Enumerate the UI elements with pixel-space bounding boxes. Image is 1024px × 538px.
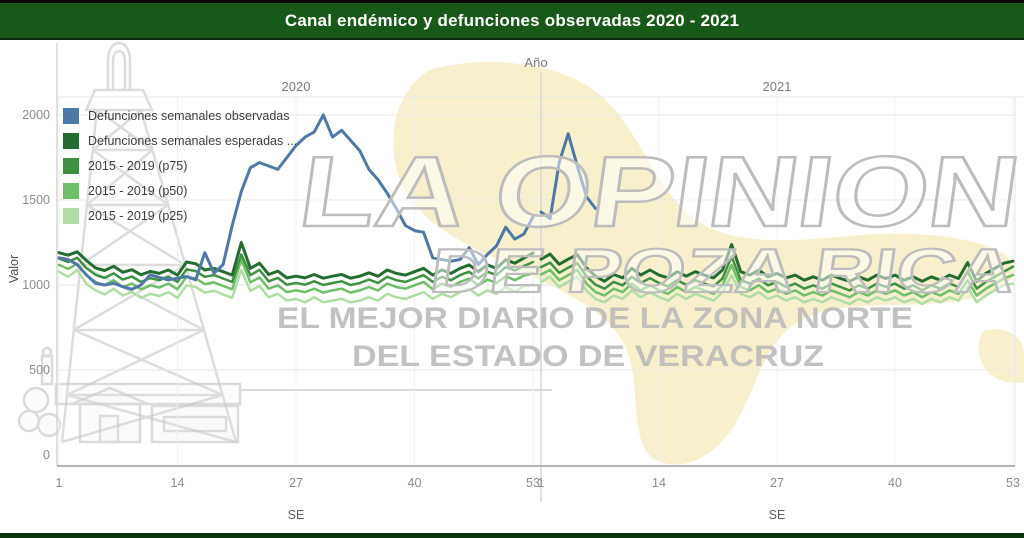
legend-label: 2015 - 2019 (p25)	[88, 208, 188, 223]
axis-tick-labels: 0 500 1000 1500 2000 1 1 14 14 27 27 40 40 53 53	[22, 108, 1020, 490]
legend-swatch	[63, 107, 79, 124]
series-line	[57, 113, 535, 291]
legend-item-5[interactable]: 2015 - 2019 (p25)	[63, 203, 297, 228]
chart-title: Canal endémico y defunciones observadas …	[284, 10, 740, 30]
x-tick-label: 40	[408, 476, 422, 490]
series-line	[57, 241, 535, 280]
legend-label: 2015 - 2019 (p75)	[88, 158, 188, 173]
series-line	[539, 243, 1015, 283]
legend-item-4[interactable]: 2015 - 2019 (p50)	[63, 178, 297, 203]
y-tick-label: 2000	[22, 108, 50, 122]
x-tick-label: 1	[56, 476, 63, 490]
legend-item-3[interactable]: 2015 - 2019 (p75)	[63, 153, 297, 178]
bottom-border	[0, 533, 1024, 538]
y-axis-title: Valor	[7, 254, 21, 284]
series-line	[539, 263, 1015, 299]
watermark-masthead: LA OPINION	[293, 136, 1024, 247]
legend-swatch	[63, 182, 79, 199]
watermark-slogan-line1: EL MEJOR DIARIO DE LA ZONA NORTE	[277, 302, 913, 335]
facet-axis-title: Año	[524, 55, 548, 70]
legend-label: 2015 - 2019 (p50)	[88, 183, 188, 198]
y-tick-label: 500	[29, 363, 50, 377]
y-tick-label: 1000	[22, 278, 50, 292]
legend-label: Defunciones semanales observadas	[88, 108, 290, 123]
x-tick-label: 40	[888, 476, 902, 490]
oil-derrick-watermark	[60, 41, 238, 444]
y-tick-label: 0	[43, 448, 50, 462]
series-line	[57, 253, 535, 287]
legend-swatch	[63, 132, 79, 149]
facet-label-2021: 2021	[762, 79, 792, 94]
legend-swatch	[63, 207, 79, 224]
x-tick-label: 14	[171, 476, 185, 490]
data-series-lines	[57, 113, 1015, 306]
x-axis-title-2021: SE	[768, 508, 786, 522]
chart-title-bar: Canal endémico y defunciones observadas …	[0, 0, 1024, 40]
watermark-slogan-line2: DEL ESTADO DE VERACRUZ	[352, 340, 824, 373]
x-tick-label: 27	[770, 476, 784, 490]
series-line	[539, 273, 1015, 306]
x-tick-label: 27	[289, 476, 303, 490]
series-line	[539, 132, 597, 221]
legend-item-2[interactable]: Defunciones semanales esperadas ...	[63, 128, 297, 153]
facet-label-2020: 2020	[281, 79, 311, 94]
x-tick-label: 1	[538, 476, 545, 490]
series-line	[57, 268, 535, 304]
newspaper-watermark-text: LA OPINION DE POZA RICA EL MEJOR DIARIO …	[277, 135, 1024, 373]
x-axis-title-2020: SE	[287, 508, 305, 522]
legend-swatch	[63, 157, 79, 174]
legend-label: Defunciones semanales esperadas ...	[88, 133, 298, 148]
x-tick-label: 53	[526, 476, 540, 490]
x-tick-label: 14	[652, 476, 666, 490]
refinery-watermark	[17, 346, 552, 444]
grid-lines	[56, 43, 1024, 502]
x-tick-label: 53	[1006, 476, 1020, 490]
series-line	[539, 255, 1015, 292]
watermark-subtitle: DE POZA RICA	[426, 237, 1020, 306]
y-tick-label: 1500	[22, 193, 50, 207]
legend-item-1[interactable]: Defunciones semanales observadas	[63, 103, 297, 128]
legend: Defunciones semanales observadas Defuncio…	[63, 103, 297, 228]
